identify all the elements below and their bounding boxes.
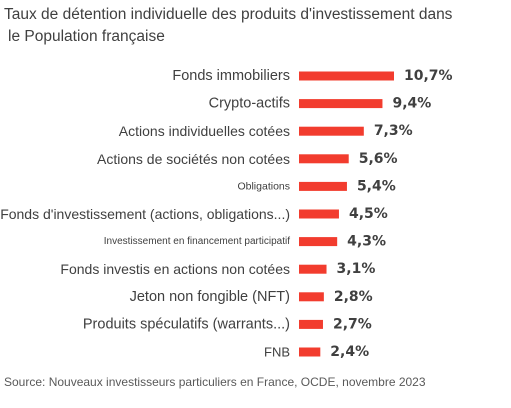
category-label: Fonds d'investissement (actions, obligat… bbox=[0, 206, 290, 222]
bar bbox=[299, 347, 321, 357]
data-label: 2,7% bbox=[333, 316, 372, 332]
chart-title: Taux de détention individuelle des produ… bbox=[4, 4, 507, 48]
category-label: Fonds investis en actions non cotées bbox=[60, 261, 290, 277]
data-label: 7,3% bbox=[374, 123, 413, 139]
data-label: 4,5% bbox=[349, 206, 388, 222]
chart-title-line-1: Taux de détention individuelle des produ… bbox=[4, 6, 453, 23]
data-label: 10,7% bbox=[404, 68, 453, 84]
data-label: 9,4% bbox=[392, 96, 431, 112]
category-label: FNB bbox=[264, 345, 290, 360]
data-label: 5,6% bbox=[359, 151, 398, 167]
data-label: 3,1% bbox=[337, 261, 376, 277]
bar bbox=[299, 209, 339, 219]
bar bbox=[299, 181, 347, 191]
category-label: Obligations bbox=[237, 180, 290, 192]
bar bbox=[299, 71, 394, 81]
category-label: Actions individuelles cotées bbox=[119, 123, 290, 139]
bar bbox=[299, 264, 327, 274]
data-label: 2,8% bbox=[334, 289, 373, 305]
category-label: Fonds immobiliers bbox=[172, 68, 290, 84]
chart-title-line-2: le Population française bbox=[8, 28, 165, 45]
category-label: Produits spéculatifs (warrants...) bbox=[83, 316, 290, 332]
category-label: Jeton non fongible (NFT) bbox=[130, 289, 290, 305]
bar bbox=[299, 319, 323, 329]
bar bbox=[299, 126, 364, 136]
bar bbox=[299, 154, 349, 164]
data-label: 2,4% bbox=[330, 344, 369, 360]
category-label: Crypto-actifs bbox=[209, 96, 290, 112]
category-label: Actions de sociétés non cotées bbox=[97, 151, 290, 167]
bar bbox=[299, 292, 324, 302]
source-note: Source: Nouveaux investisseurs particuli… bbox=[4, 375, 426, 389]
category-label: Investissement en financement participat… bbox=[104, 236, 290, 247]
bar bbox=[299, 99, 383, 109]
data-label: 4,3% bbox=[347, 234, 386, 250]
data-label: 5,4% bbox=[357, 178, 396, 194]
bar bbox=[299, 237, 338, 247]
